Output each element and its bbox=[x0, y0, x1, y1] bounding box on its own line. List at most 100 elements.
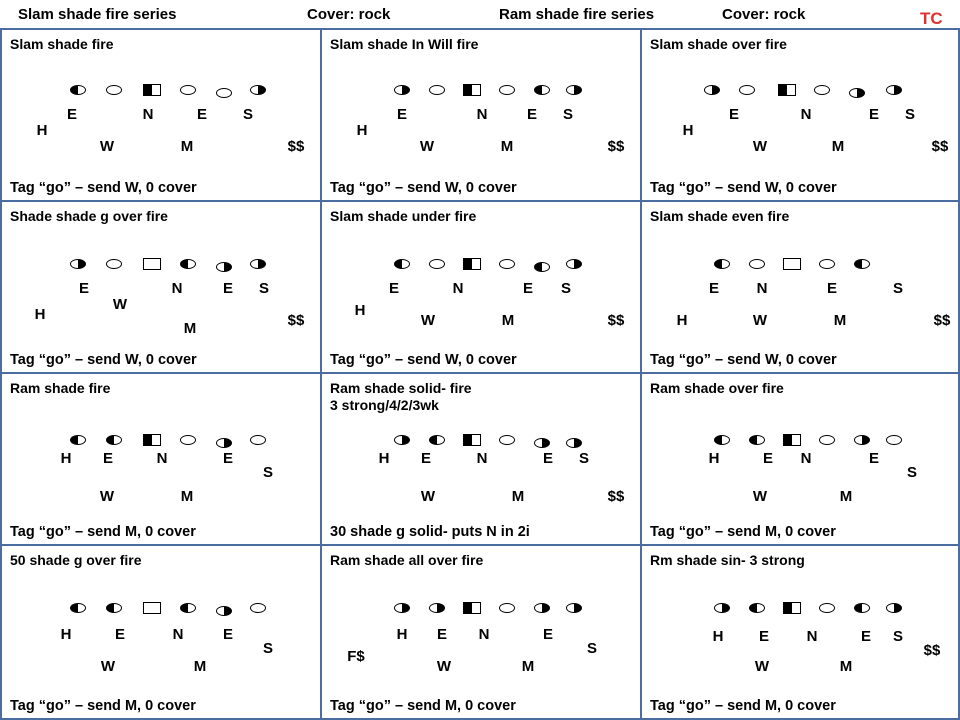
position-label: S bbox=[262, 640, 274, 657]
half-left-player-icon bbox=[70, 603, 86, 613]
play-subtitle: 3 strong/4/2/3wk bbox=[330, 397, 439, 413]
position-label: $$ bbox=[931, 138, 949, 155]
play-card: Slam shade In Will fire E N E S H W M $$ Tag “go”… bbox=[320, 28, 642, 202]
play-footer: Tag “go” – send W, 0 cover bbox=[10, 352, 197, 368]
position-label: $$ bbox=[287, 312, 305, 329]
play-title: Rm shade sin- 3 strong bbox=[650, 552, 805, 568]
oval-player-icon bbox=[499, 603, 515, 613]
position-label: S bbox=[262, 464, 274, 481]
half-right-player-icon bbox=[704, 85, 720, 95]
oval-player-icon bbox=[499, 85, 515, 95]
half-right-player-icon bbox=[394, 603, 410, 613]
position-label: S bbox=[562, 106, 574, 123]
position-label: W bbox=[100, 658, 116, 675]
oval-player-icon bbox=[106, 85, 122, 95]
position-label: W bbox=[419, 138, 435, 155]
oval-player-icon bbox=[739, 85, 755, 95]
half-right-player-icon bbox=[70, 259, 86, 269]
half-right-player-icon bbox=[886, 85, 902, 95]
position-label: S bbox=[242, 106, 254, 123]
oval-player-icon bbox=[819, 435, 835, 445]
half-right-player-icon bbox=[854, 435, 870, 445]
position-label: N bbox=[476, 106, 488, 123]
position-label: E bbox=[222, 626, 234, 643]
position-label: M bbox=[839, 658, 853, 675]
tc-tag: TC bbox=[920, 9, 943, 28]
play-title: Ram shade fire bbox=[10, 380, 111, 396]
position-label: E bbox=[78, 280, 90, 297]
position-label: E bbox=[728, 106, 740, 123]
square-half-player-icon bbox=[783, 434, 801, 446]
half-left-player-icon bbox=[714, 259, 730, 269]
position-label: S bbox=[906, 464, 918, 481]
half-right-player-icon bbox=[886, 603, 902, 613]
position-label: H bbox=[60, 450, 72, 467]
position-label: E bbox=[196, 106, 208, 123]
position-label: W bbox=[436, 658, 452, 675]
right-cover-label: Cover: rock bbox=[722, 6, 806, 23]
position-label: S bbox=[892, 280, 904, 297]
position-label: H bbox=[708, 450, 720, 467]
play-card: Ram shade solid- fire 3 strong/4/2/3wk H E N… bbox=[320, 372, 642, 546]
position-label: M bbox=[831, 138, 845, 155]
position-label: S bbox=[586, 640, 598, 657]
half-right-player-icon bbox=[714, 603, 730, 613]
position-label: S bbox=[258, 280, 270, 297]
position-label: N bbox=[800, 106, 812, 123]
half-right-player-icon bbox=[566, 438, 582, 448]
half-right-player-icon bbox=[566, 85, 582, 95]
position-label: E bbox=[222, 450, 234, 467]
right-series-title: Ram shade fire series bbox=[499, 6, 655, 23]
position-label: M bbox=[193, 658, 207, 675]
half-right-player-icon bbox=[216, 606, 232, 616]
oval-player-icon bbox=[886, 435, 902, 445]
position-label: E bbox=[868, 450, 880, 467]
position-label: W bbox=[420, 488, 436, 505]
square-half-player-icon bbox=[143, 84, 161, 96]
position-label: W bbox=[752, 138, 768, 155]
oval-player-icon bbox=[180, 85, 196, 95]
position-label: H bbox=[396, 626, 408, 643]
half-left-player-icon bbox=[749, 435, 765, 445]
play-title: Ram shade all over fire bbox=[330, 552, 484, 568]
oval-player-icon bbox=[749, 259, 765, 269]
square-half-player-icon bbox=[783, 602, 801, 614]
play-title: Ram shade solid- fire bbox=[330, 380, 472, 396]
position-label: H bbox=[676, 312, 688, 329]
half-right-player-icon bbox=[534, 438, 550, 448]
half-left-player-icon bbox=[714, 435, 730, 445]
half-right-player-icon bbox=[250, 259, 266, 269]
oval-player-icon bbox=[819, 603, 835, 613]
position-label: H bbox=[60, 626, 72, 643]
half-right-player-icon bbox=[250, 85, 266, 95]
play-title: Slam shade under fire bbox=[330, 208, 477, 224]
oval-player-icon bbox=[216, 88, 232, 98]
play-title: Slam shade fire bbox=[10, 36, 114, 52]
position-label: S bbox=[560, 280, 572, 297]
play-card: Slam shade fire E N E S H W M $$ Tag “go” – send … bbox=[0, 28, 322, 202]
position-label: E bbox=[868, 106, 880, 123]
play-footer: Tag “go” – send W, 0 cover bbox=[650, 180, 837, 196]
play-title: Slam shade over fire bbox=[650, 36, 787, 52]
play-footer: Tag “go” – send W, 0 cover bbox=[330, 180, 517, 196]
oval-player-icon bbox=[250, 435, 266, 445]
half-left-player-icon bbox=[854, 603, 870, 613]
half-left-player-icon bbox=[70, 85, 86, 95]
position-label: E bbox=[396, 106, 408, 123]
position-label: M bbox=[183, 320, 197, 337]
position-label: N bbox=[142, 106, 154, 123]
half-left-player-icon bbox=[180, 259, 196, 269]
position-label: E bbox=[542, 626, 554, 643]
half-left-player-icon bbox=[854, 259, 870, 269]
position-label: W bbox=[754, 658, 770, 675]
oval-player-icon bbox=[180, 435, 196, 445]
oval-player-icon bbox=[429, 85, 445, 95]
position-label: N bbox=[172, 626, 184, 643]
left-cover-label: Cover: rock bbox=[307, 6, 391, 23]
half-left-player-icon bbox=[429, 435, 445, 445]
play-title: 50 shade g over fire bbox=[10, 552, 142, 568]
play-footer: 30 shade g solid- puts N in 2i bbox=[330, 524, 530, 540]
position-label: E bbox=[526, 106, 538, 123]
position-label: E bbox=[66, 106, 78, 123]
square-player-icon bbox=[783, 258, 801, 270]
